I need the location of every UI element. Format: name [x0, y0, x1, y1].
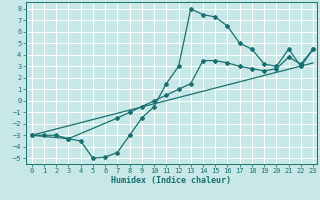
X-axis label: Humidex (Indice chaleur): Humidex (Indice chaleur): [111, 176, 231, 185]
